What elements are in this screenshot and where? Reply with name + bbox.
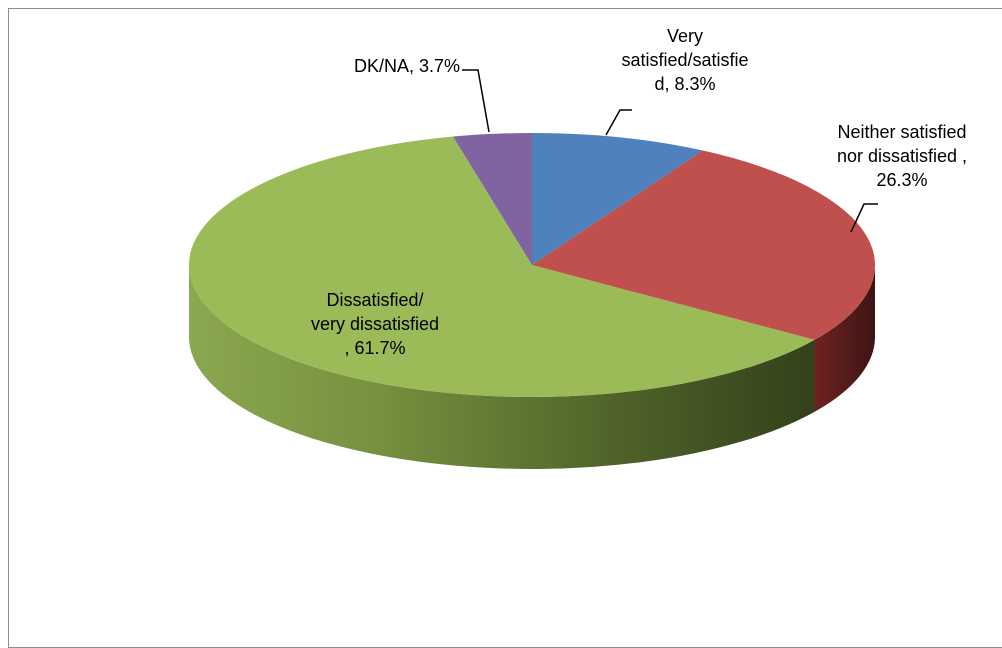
pie-slice-dissatisfied xyxy=(189,136,815,397)
data-label-dissatisfied: Dissatisfied/ very dissatisfied , 61.7% xyxy=(310,290,440,358)
pie-slice-dk-na xyxy=(452,133,532,265)
data-label-dk-na: DK/NA, 3.7% xyxy=(353,56,460,76)
data-label-very-satisfied: Very satisfied/satisfie d, 8.3% xyxy=(621,26,749,94)
pie-slice-very-satisfied xyxy=(532,133,703,265)
leader-very-satisfied xyxy=(605,109,632,136)
leader-dk-na xyxy=(462,69,490,133)
data-label-neither: Neither satisfied nor dissatisfied , 26.… xyxy=(836,122,968,190)
pie-chart xyxy=(188,69,878,470)
pie-side-neither xyxy=(814,265,875,412)
pie-side-dissatisfied xyxy=(188,265,815,470)
pie-slice-neither xyxy=(532,150,876,340)
leader-neither xyxy=(850,203,878,233)
